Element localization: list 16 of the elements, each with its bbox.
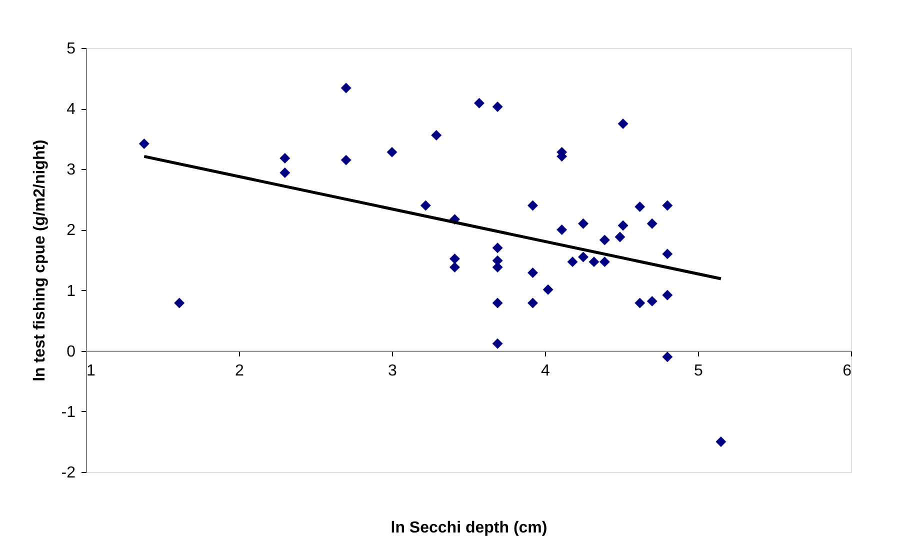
y-axis-title: ln test fishing cpue (g/m2/night) xyxy=(31,140,48,382)
x-axis-title: ln Secchi depth (cm) xyxy=(390,520,548,536)
y-tick-label: 0 xyxy=(66,343,76,360)
y-tick-label: -2 xyxy=(61,464,76,482)
x-tick-label: 4 xyxy=(541,362,550,380)
y-tick-label: -1 xyxy=(61,404,76,421)
x-tick-label: 5 xyxy=(694,362,704,380)
x-tick-label: 6 xyxy=(842,362,852,380)
x-tick-label: 3 xyxy=(388,362,398,380)
y-tick-label: 1 xyxy=(66,282,76,300)
y-tick-label: 4 xyxy=(66,101,76,118)
x-tick-label: 2 xyxy=(235,362,244,380)
y-tick-label: 3 xyxy=(66,162,76,179)
x-tick-label: 1 xyxy=(86,362,96,380)
y-tick-label: 2 xyxy=(66,222,76,240)
y-tick-label: 5 xyxy=(66,40,76,58)
